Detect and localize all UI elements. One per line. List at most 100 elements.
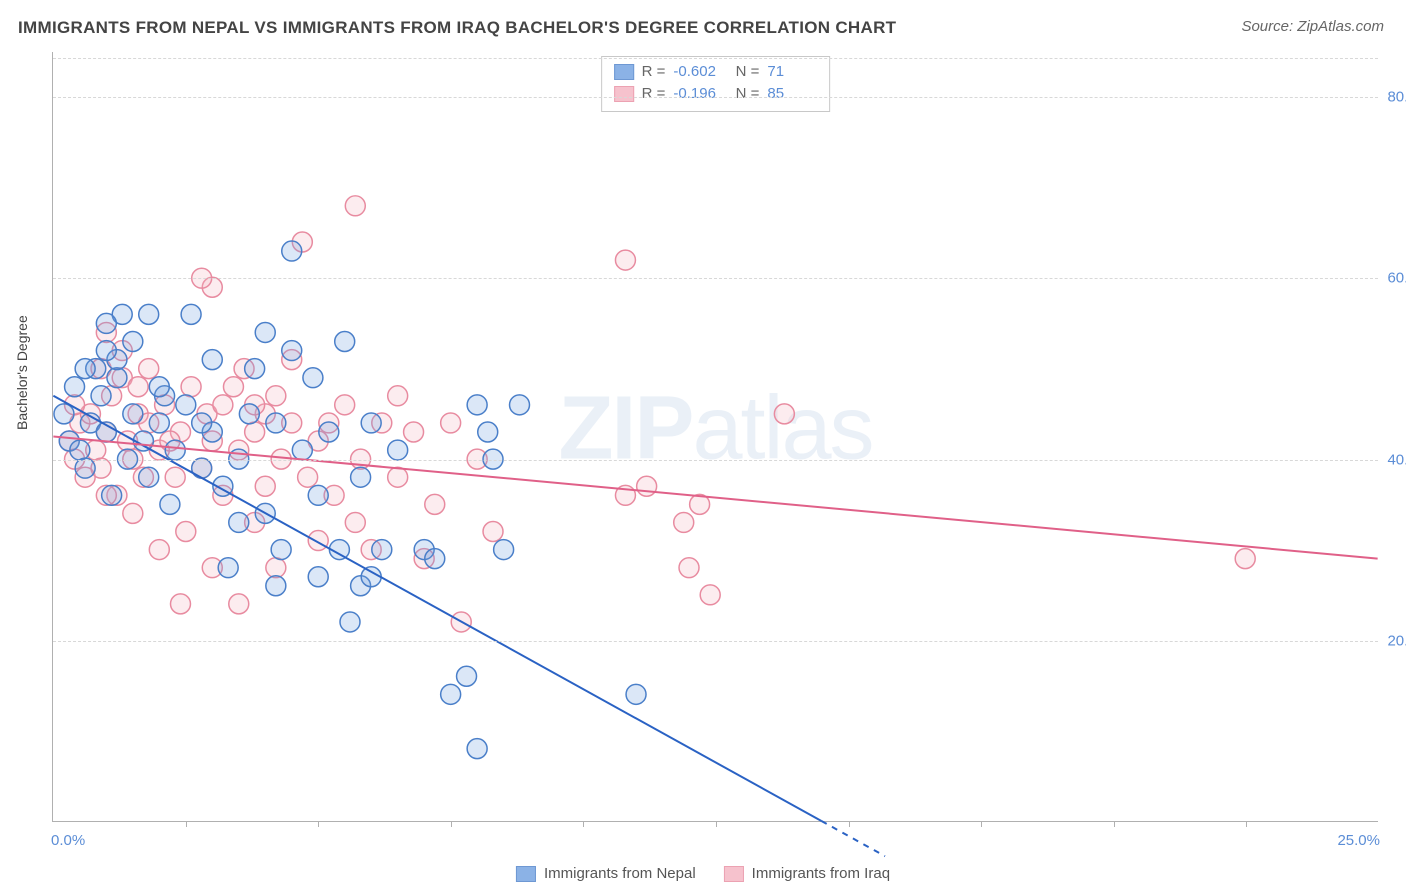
scatter-point bbox=[679, 558, 699, 578]
plot-area: ZIPatlas R =-0.602 N =71R =-0.196 N =85 … bbox=[52, 52, 1378, 822]
gridline-h bbox=[53, 58, 1378, 59]
scatter-point bbox=[319, 422, 339, 442]
legend-swatch bbox=[614, 86, 634, 102]
scatter-point bbox=[351, 467, 371, 487]
stat-value-n: 85 bbox=[767, 83, 817, 105]
scatter-point bbox=[239, 404, 259, 424]
scatter-point bbox=[774, 404, 794, 424]
scatter-point bbox=[303, 368, 323, 388]
scatter-point bbox=[123, 332, 143, 352]
scatter-point bbox=[298, 467, 318, 487]
stat-label-r: R = bbox=[642, 83, 666, 105]
scatter-point bbox=[361, 413, 381, 433]
scatter-point bbox=[181, 377, 201, 397]
scatter-point bbox=[149, 377, 169, 397]
scatter-point bbox=[441, 684, 461, 704]
scatter-point bbox=[483, 522, 503, 542]
stat-label-r: R = bbox=[642, 61, 666, 83]
scatter-point bbox=[404, 422, 424, 442]
scatter-point bbox=[308, 485, 328, 505]
scatter-point bbox=[75, 458, 95, 478]
scatter-point bbox=[457, 666, 477, 686]
scatter-point bbox=[292, 440, 312, 460]
x-tick bbox=[1114, 821, 1115, 827]
scatter-point bbox=[308, 567, 328, 587]
x-tick bbox=[1246, 821, 1247, 827]
scatter-point bbox=[510, 395, 530, 415]
scatter-point bbox=[494, 540, 514, 560]
scatter-point bbox=[372, 540, 392, 560]
x-tick bbox=[583, 821, 584, 827]
chart-svg bbox=[53, 52, 1378, 821]
scatter-point bbox=[700, 585, 720, 605]
scatter-point bbox=[266, 386, 286, 406]
stat-label-n: N = bbox=[731, 61, 759, 83]
scatter-point bbox=[160, 494, 180, 514]
scatter-point bbox=[223, 377, 243, 397]
scatter-point bbox=[340, 612, 360, 632]
scatter-point bbox=[54, 404, 74, 424]
scatter-point bbox=[213, 395, 233, 415]
scatter-point bbox=[425, 494, 445, 514]
scatter-point bbox=[282, 341, 302, 361]
scatter-point bbox=[626, 684, 646, 704]
scatter-point bbox=[229, 594, 249, 614]
gridline-h bbox=[53, 278, 1378, 279]
scatter-point bbox=[255, 322, 275, 342]
scatter-point bbox=[218, 558, 238, 578]
scatter-point bbox=[345, 512, 365, 532]
scatter-point bbox=[335, 332, 355, 352]
scatter-point bbox=[245, 422, 265, 442]
scatter-point bbox=[149, 540, 169, 560]
scatter-point bbox=[271, 540, 291, 560]
stat-value-r: -0.196 bbox=[673, 83, 723, 105]
scatter-point bbox=[171, 594, 191, 614]
scatter-point bbox=[139, 359, 159, 379]
gridline-h bbox=[53, 641, 1378, 642]
stat-label-n: N = bbox=[731, 83, 759, 105]
source-attribution: Source: ZipAtlas.com bbox=[1241, 18, 1384, 35]
chart-title: IMMIGRANTS FROM NEPAL VS IMMIGRANTS FROM… bbox=[18, 18, 896, 38]
legend-label: Immigrants from Nepal bbox=[544, 865, 696, 882]
y-tick-label: 60.0% bbox=[1382, 270, 1406, 287]
legend-swatch bbox=[724, 866, 744, 882]
scatter-point bbox=[176, 395, 196, 415]
scatter-point bbox=[478, 422, 498, 442]
scatter-point bbox=[96, 313, 116, 333]
scatter-point bbox=[1235, 549, 1255, 569]
gridline-h bbox=[53, 97, 1378, 98]
y-axis-title: Bachelor's Degree bbox=[14, 315, 30, 430]
scatter-point bbox=[75, 359, 95, 379]
scatter-point bbox=[96, 341, 116, 361]
x-axis-max-label: 25.0% bbox=[1337, 832, 1380, 849]
scatter-point bbox=[165, 440, 185, 460]
scatter-point bbox=[674, 512, 694, 532]
scatter-point bbox=[245, 359, 265, 379]
scatter-point bbox=[441, 413, 461, 433]
scatter-point bbox=[139, 304, 159, 324]
scatter-point bbox=[388, 386, 408, 406]
scatter-point bbox=[266, 558, 286, 578]
scatter-point bbox=[91, 386, 111, 406]
trend-line bbox=[53, 437, 1377, 559]
scatter-point bbox=[139, 467, 159, 487]
scatter-point bbox=[615, 250, 635, 270]
x-tick bbox=[318, 821, 319, 827]
scatter-point bbox=[467, 739, 487, 759]
scatter-point bbox=[282, 241, 302, 261]
x-axis-min-label: 0.0% bbox=[51, 832, 85, 849]
y-tick-label: 20.0% bbox=[1382, 632, 1406, 649]
legend-label: Immigrants from Iraq bbox=[752, 865, 890, 882]
scatter-point bbox=[255, 476, 275, 496]
legend-swatch bbox=[516, 866, 536, 882]
scatter-point bbox=[192, 413, 212, 433]
scatter-point bbox=[65, 377, 85, 397]
scatter-point bbox=[345, 196, 365, 216]
stats-row: R = -0.196 N = 85 bbox=[614, 83, 818, 105]
scatter-point bbox=[181, 304, 201, 324]
trend-line-dashed bbox=[821, 821, 885, 856]
scatter-point bbox=[229, 512, 249, 532]
x-tick bbox=[716, 821, 717, 827]
scatter-point bbox=[467, 395, 487, 415]
x-tick bbox=[849, 821, 850, 827]
